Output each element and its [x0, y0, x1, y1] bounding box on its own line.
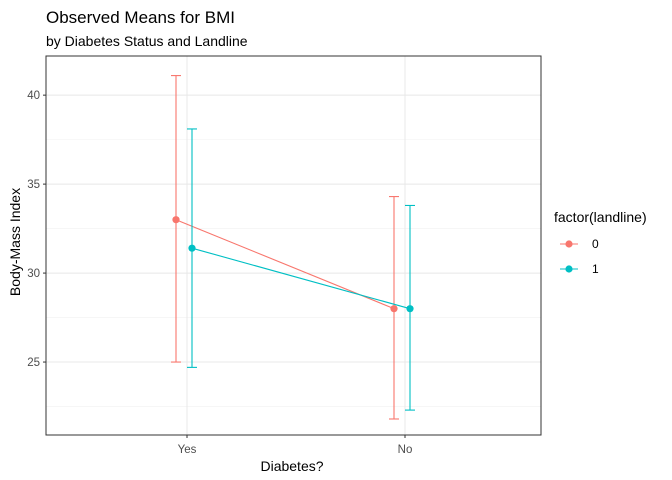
chart-title: Observed Means for BMI: [46, 8, 235, 27]
data-point: [406, 305, 414, 313]
y-tick-label: 40: [27, 90, 40, 102]
chart-subtitle: by Diabetes Status and Landline: [46, 33, 248, 49]
x-tick-label: Yes: [178, 444, 197, 456]
plot-background: [46, 56, 541, 435]
plot-border: [45, 55, 542, 436]
data-point: [188, 244, 196, 252]
x-tick-label: No: [398, 444, 413, 456]
x-axis-title: Diabetes?: [260, 458, 323, 474]
legend-title: factor(landline): [554, 209, 647, 225]
plot-panel: 25 30 35 40 Yes No: [27, 55, 542, 456]
legend-key-point: [565, 265, 573, 273]
legend: 01: [560, 237, 599, 276]
data-point: [172, 216, 180, 224]
series-line-1: [191, 247, 411, 310]
y-tick-label: 25: [27, 357, 40, 369]
y-axis-title: Body-Mass Index: [7, 188, 23, 296]
legend-label: 1: [592, 262, 599, 276]
y-tick-label: 35: [27, 179, 40, 191]
y-tick-label: 30: [27, 268, 40, 280]
legend-label: 0: [592, 237, 599, 251]
legend-key-point: [565, 240, 573, 248]
data-point: [390, 305, 398, 313]
